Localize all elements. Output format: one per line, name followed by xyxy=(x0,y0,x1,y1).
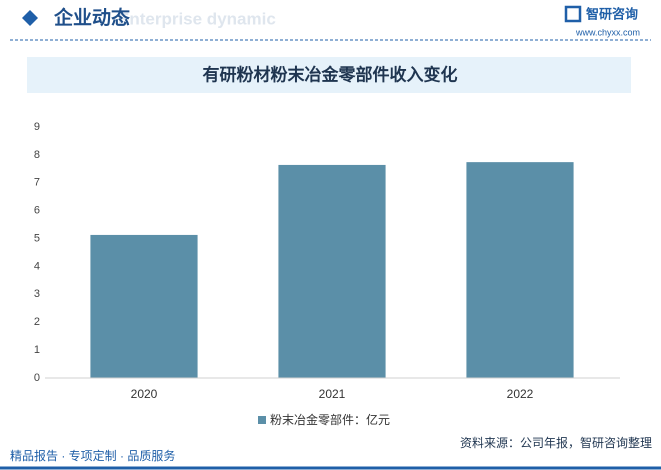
y-tick-label: 7 xyxy=(34,177,40,189)
y-tick-label: 0 xyxy=(34,372,40,384)
title-banner xyxy=(27,57,631,93)
y-tick-label: 4 xyxy=(34,260,40,272)
legend-label: 粉末冶金零部件：亿元 xyxy=(270,412,390,427)
chart-title: 有研粉材粉末冶金零部件收入变化 xyxy=(203,64,458,84)
bar xyxy=(466,162,574,378)
y-tick-label: 9 xyxy=(34,121,40,133)
y-tick-label: 1 xyxy=(34,344,40,356)
brand-logo xyxy=(564,5,582,23)
footer-source: 资料来源：公司年报，智研咨询整理 xyxy=(460,435,652,450)
y-tick-label: 6 xyxy=(34,205,40,217)
plot: 0 1 2 3 4 5 6 7 8 9 2020 2021 2022 粉末冶金零部件：亿元 xyxy=(34,121,574,427)
header-title: 企业动态 xyxy=(53,6,130,29)
y-tick-label: 5 xyxy=(34,232,40,244)
x-tick-label: 2022 xyxy=(507,387,534,401)
bar xyxy=(278,164,386,378)
y-tick-label: 2 xyxy=(34,316,40,328)
brand-website: www.chyxx.com xyxy=(575,27,640,37)
header-subtitle: Enterprise dynamic xyxy=(118,9,276,28)
footer-bar xyxy=(0,447,661,470)
footer-left: 精品报告 · 专项定制 · 品质服务 xyxy=(10,448,175,463)
legend-swatch xyxy=(258,416,266,424)
y-tick-label: 8 xyxy=(34,149,40,161)
x-tick-label: 2021 xyxy=(319,387,346,401)
x-tick-label: 2020 xyxy=(131,387,158,401)
header-icon xyxy=(22,10,38,26)
y-tick-label: 3 xyxy=(34,288,40,300)
brand-name: 智研咨询 xyxy=(586,6,638,21)
bar xyxy=(90,234,198,378)
